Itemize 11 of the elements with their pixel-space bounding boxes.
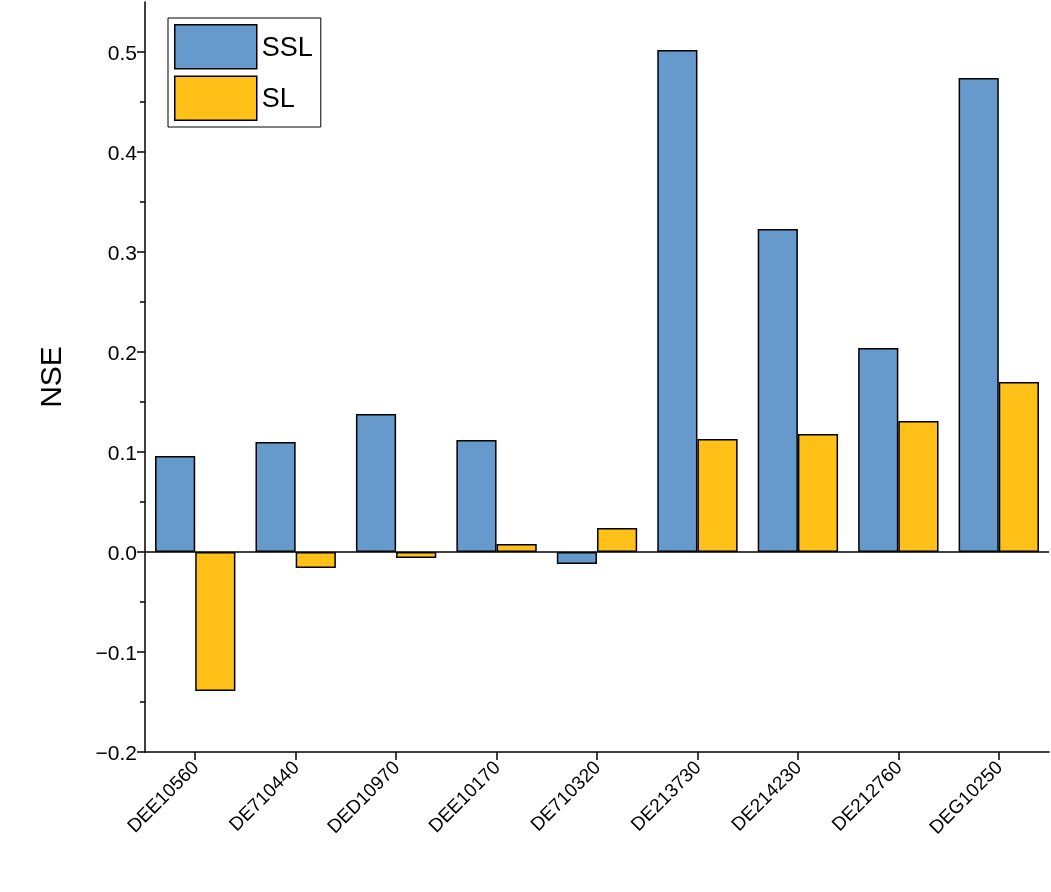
y-tick-label: −0.1 [95,640,137,664]
y-tick-label: 0.2 [107,340,137,364]
y-axis-title: NSE [33,346,67,408]
y-tick-label: 0.1 [107,440,137,464]
y-tick-label: 0.5 [107,40,137,64]
legend-label: SSL [261,31,313,62]
y-tick-label: −0.2 [95,740,137,764]
legend-label: SL [261,83,295,114]
y-tick-label: 0.0 [107,540,137,564]
y-tick-label: 0.4 [107,140,138,164]
y-tick-label: 0.3 [107,240,137,264]
